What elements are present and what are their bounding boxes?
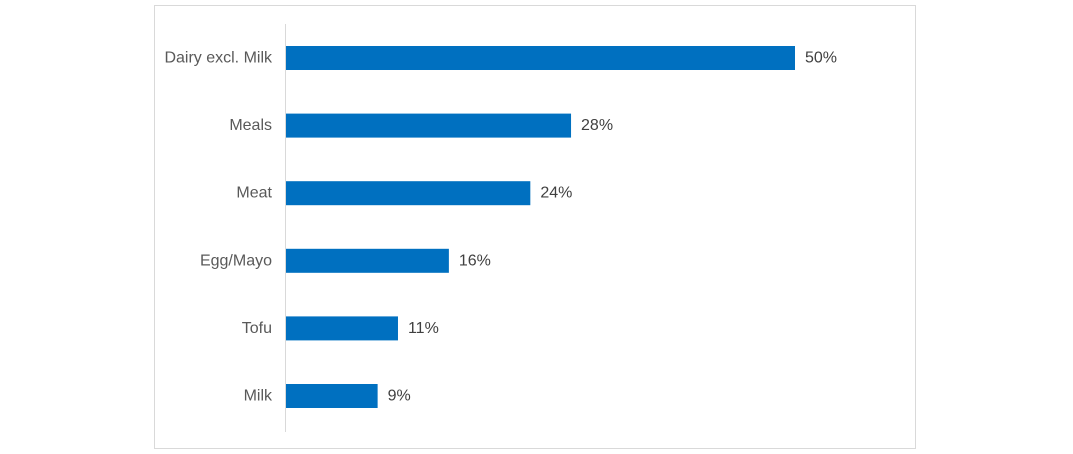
chart-frame: [154, 5, 916, 449]
value-label-tofu: 11%: [408, 320, 439, 337]
category-label-egg-mayo: Egg/Mayo: [200, 252, 272, 269]
category-label-tofu: Tofu: [242, 320, 272, 337]
category-labels-group: Dairy excl. Milk Meals Meat Egg/Mayo Tofu Mil…: [164, 50, 273, 405]
category-label-milk: Milk: [244, 388, 273, 405]
value-labels-group: 50% 28% 24% 16% 11% 9%: [388, 50, 837, 405]
category-label-meals: Meals: [229, 117, 272, 134]
value-label-meals: 28%: [581, 117, 613, 134]
bar-meat: [286, 181, 531, 206]
bars-group: [286, 46, 795, 408]
bar-dairy-excl-milk: [286, 46, 795, 70]
value-label-dairy-excl-milk: 50%: [805, 50, 837, 67]
bar-meals: [286, 113, 572, 138]
bar-tofu: [286, 316, 398, 341]
category-label-dairy-excl-milk: Dairy excl. Milk: [164, 50, 273, 67]
value-label-meat: 24%: [540, 185, 572, 202]
category-label-meat: Meat: [236, 185, 272, 202]
value-label-milk: 9%: [388, 388, 411, 405]
bar-egg-mayo: [286, 248, 449, 273]
value-label-egg-mayo: 16%: [459, 252, 491, 269]
bar-milk: [286, 384, 378, 408]
